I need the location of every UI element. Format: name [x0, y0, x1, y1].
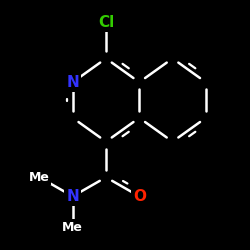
Text: Cl: Cl [98, 15, 114, 30]
Text: Me: Me [29, 171, 50, 184]
Text: Me: Me [62, 221, 83, 234]
Text: O: O [133, 189, 146, 204]
Text: N: N [66, 75, 79, 90]
Text: N: N [66, 189, 79, 204]
